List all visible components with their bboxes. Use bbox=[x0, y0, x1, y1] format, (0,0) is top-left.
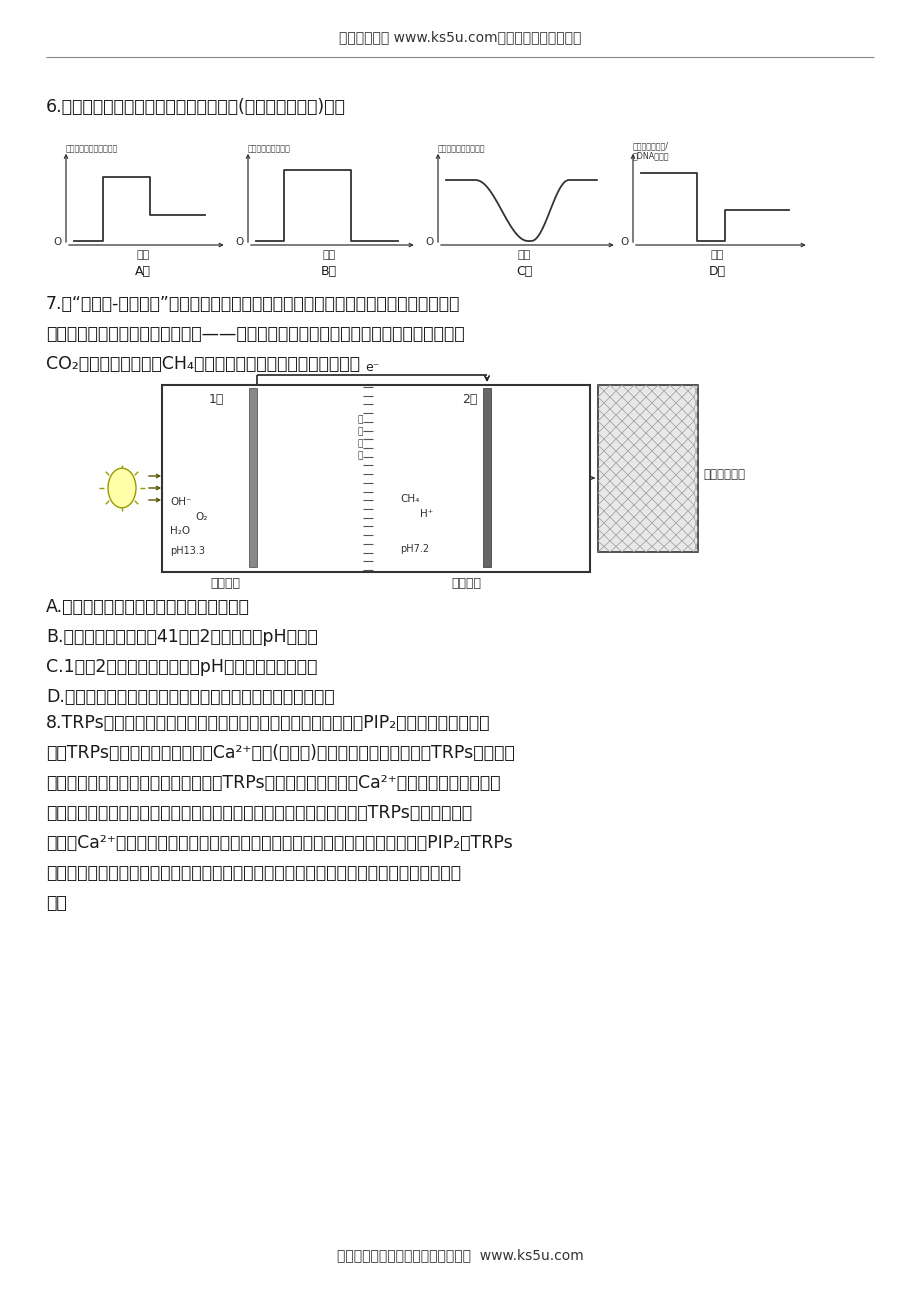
Text: 欢迎广大教师踊跃来稿，稿酬丰厚。  www.ks5u.com: 欢迎广大教师踊跃来稿，稿酬丰厚。 www.ks5u.com bbox=[336, 1249, 583, 1262]
Text: 细胞中染色单体数量: 细胞中染色单体数量 bbox=[248, 145, 290, 154]
Text: O: O bbox=[53, 237, 62, 247]
Text: 细胞中核膜面积相对値: 细胞中核膜面积相对値 bbox=[437, 145, 485, 154]
Text: CO₂还原成有机化合物CH₄，如图所示。下列相关叙述错误的是: CO₂还原成有机化合物CH₄，如图所示。下列相关叙述错误的是 bbox=[46, 355, 359, 372]
Text: 时期: 时期 bbox=[710, 250, 723, 260]
Text: 8.TRPs通道是主要位于神经细胞膜上的离子通道。细胞内的脂质PIP₂可以活化感觉神经元: 8.TRPs通道是主要位于神经细胞膜上的离子通道。细胞内的脂质PIP₂可以活化感… bbox=[46, 713, 490, 732]
Text: 2室: 2室 bbox=[462, 393, 477, 406]
Circle shape bbox=[108, 469, 136, 508]
Bar bbox=[249, 388, 256, 566]
Text: H₂O: H₂O bbox=[170, 526, 190, 536]
Bar bbox=[597, 385, 698, 552]
Text: 直接电子传递: 直接电子传递 bbox=[702, 467, 744, 480]
Text: 硫: 硫 bbox=[357, 427, 362, 436]
Text: 质，然后位于光电阴极上的微生物——产甲烷杆菌利用这些还原性物质作为电子供体，将: 质，然后位于光电阴极上的微生物——产甲烷杆菌利用这些还原性物质作为电子供体，将 bbox=[46, 326, 464, 342]
Text: 柱: 柱 bbox=[357, 439, 362, 448]
Text: 时期: 时期 bbox=[516, 250, 530, 260]
Text: C．: C． bbox=[516, 266, 531, 279]
Text: 7.在“微生物-光电复合”人工光合作用系统中，光电阳极首先利用太阳能来产生还原性物: 7.在“微生物-光电复合”人工光合作用系统中，光电阳极首先利用太阳能来产生还原性… bbox=[46, 296, 460, 312]
Text: pH13.3: pH13.3 bbox=[170, 546, 205, 556]
Text: 6.下列图示中只能用来表示有丝分裂过程(可表示部分过程)的是: 6.下列图示中只能用来表示有丝分裂过程(可表示部分过程)的是 bbox=[46, 98, 346, 116]
Text: O: O bbox=[235, 237, 244, 247]
Text: 光电阴极: 光电阴极 bbox=[450, 577, 481, 590]
Text: pH7.2: pH7.2 bbox=[400, 544, 428, 553]
Text: O: O bbox=[425, 237, 433, 247]
Text: OH⁻: OH⁻ bbox=[170, 497, 191, 506]
Text: 光电阳极: 光电阳极 bbox=[210, 577, 240, 590]
Text: CH₄: CH₄ bbox=[400, 493, 419, 504]
Text: 膜: 膜 bbox=[357, 450, 362, 460]
Text: D．: D． bbox=[709, 266, 725, 279]
Text: 通道活性调节机制，可为临床上缓解病人疼痛提供新思路。下列对材料的分析叙述，不合理: 通道活性调节机制，可为临床上缓解病人疼痛提供新思路。下列对材料的分析叙述，不合理 bbox=[46, 865, 460, 881]
Text: 1室: 1室 bbox=[208, 393, 223, 406]
Text: 疼痛产生的机制有两种假说，假说一：TRPs通道开放后，内流的Ca²⁺引起细胞膜电位变化，: 疼痛产生的机制有两种假说，假说一：TRPs通道开放后，内流的Ca²⁺引起细胞膜电… bbox=[46, 773, 500, 792]
Text: 并以电信号形式在细胞间直接传递，直至神经中枢产生痛觉；假说二：TRPs通道开放后，: 并以电信号形式在细胞间直接传递，直至神经中枢产生痛觉；假说二：TRPs通道开放后… bbox=[46, 805, 471, 822]
Text: B．: B． bbox=[321, 266, 336, 279]
Text: 汉: 汉 bbox=[357, 415, 362, 424]
Text: 上的TRPs通道，使其开放后引起Ca²⁺内流(如下图)，参与疼痛的信号传递。TRPs通道介导: 上的TRPs通道，使其开放后引起Ca²⁺内流(如下图)，参与疼痛的信号传递。TR… bbox=[46, 743, 515, 762]
Text: 的是: 的是 bbox=[46, 894, 67, 911]
Text: H⁺: H⁺ bbox=[420, 509, 433, 519]
Text: A．: A． bbox=[135, 266, 151, 279]
Text: C.1室和2室完成相关反应后，pH均会发生明显的变化: C.1室和2室完成相关反应后，pH均会发生明显的变化 bbox=[46, 658, 317, 676]
Text: 内流的Ca²⁺引起神经递质释放，产生兴奋并传递，直至神经中枢产生痛觉。研究PIP₂对TRPs: 内流的Ca²⁺引起神经递质释放，产生兴奋并传递，直至神经中枢产生痛觉。研究PIP… bbox=[46, 835, 512, 852]
Text: 细胞内染色体数/: 细胞内染色体数/ bbox=[632, 141, 668, 150]
Text: O: O bbox=[619, 237, 628, 247]
Text: 核DNA分子数: 核DNA分子数 bbox=[632, 151, 669, 160]
Text: 高考资源网（ www.ks5u.com），您身边的高考专家: 高考资源网（ www.ks5u.com），您身边的高考专家 bbox=[338, 30, 581, 44]
Text: 时期: 时期 bbox=[136, 250, 150, 260]
Text: e⁻: e⁻ bbox=[365, 361, 379, 374]
Text: 细胞内中心体数量相对値: 细胞内中心体数量相对値 bbox=[66, 145, 119, 154]
Text: A.该体系中的产甲烷杆菌应属于自养型生物: A.该体系中的产甲烷杆菌应属于自养型生物 bbox=[46, 598, 250, 616]
Text: D.光电阳极和光电阴极发生的反应分别类似于光反应和暗反应: D.光电阳极和光电阴极发生的反应分别类似于光反应和暗反应 bbox=[46, 687, 335, 706]
Bar bbox=[162, 385, 589, 572]
Text: O₂: O₂ bbox=[195, 512, 207, 522]
Text: B.该研究还需严格控制41室和2室的温度、pH等条件: B.该研究还需严格控制41室和2室的温度、pH等条件 bbox=[46, 628, 317, 646]
Text: 时期: 时期 bbox=[322, 250, 335, 260]
Bar bbox=[482, 388, 491, 566]
